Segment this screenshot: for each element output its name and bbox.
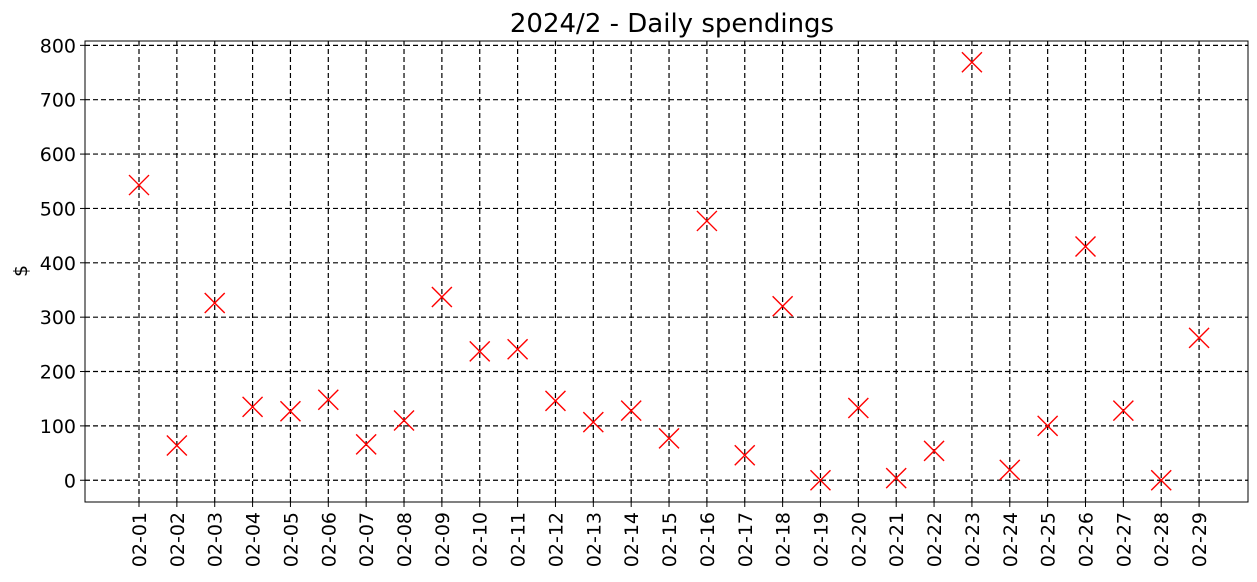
- x-tick-label: 02-04: [243, 512, 265, 567]
- data-point: [1188, 327, 1210, 349]
- data-point: [507, 338, 529, 360]
- grid-lines: [85, 41, 1248, 502]
- x-tick-labels: 02-01 02-02 02-03 02-04 02-05 02-06 02-07 02-08…: [129, 512, 1211, 567]
- y-tick-label: 300: [40, 307, 76, 329]
- data-point: [923, 440, 945, 462]
- x-tick-label: 02-23: [962, 512, 984, 567]
- y-tick-label: 600: [40, 144, 76, 166]
- data-point: [469, 340, 491, 362]
- y-tick-label: 500: [40, 198, 76, 220]
- data-point: [658, 427, 680, 449]
- data-point: [847, 397, 869, 419]
- data-point: [166, 434, 188, 456]
- data-point: [734, 444, 756, 466]
- data-point: [1150, 469, 1172, 491]
- x-tick-label: 02-02: [167, 512, 189, 567]
- x-tick-label: 02-18: [773, 512, 795, 567]
- data-point: [582, 411, 604, 433]
- data-point: [355, 433, 377, 455]
- data-point: [772, 295, 794, 317]
- data-point: [242, 396, 264, 418]
- x-tick-label: 02-26: [1076, 512, 1098, 567]
- x-tick-label: 02-21: [886, 512, 908, 567]
- data-point: [961, 51, 983, 73]
- x-tick-label: 02-12: [545, 512, 567, 567]
- x-tick-label: 02-07: [356, 512, 378, 567]
- x-tick-label: 02-29: [1189, 512, 1211, 567]
- x-tick-label: 02-13: [583, 512, 605, 567]
- x-tick-label: 02-19: [810, 512, 832, 567]
- y-tick-label: 0: [64, 470, 76, 492]
- x-tick-label: 02-06: [318, 512, 340, 567]
- x-tick-label: 02-01: [129, 512, 151, 567]
- y-tick-label: 200: [40, 362, 76, 384]
- y-tick-label: 800: [40, 35, 76, 57]
- data-point: [809, 469, 831, 491]
- x-tick-label: 02-03: [205, 512, 227, 567]
- chart-title: 2024/2 - Daily spendings: [510, 9, 834, 39]
- x-tick-label: 02-22: [924, 512, 946, 567]
- y-tick-label: 100: [40, 416, 76, 438]
- y-tick-labels: 0 100 200 300 400 500 600 700 800: [40, 35, 76, 492]
- x-tick-label: 02-25: [1038, 512, 1060, 567]
- data-point: [279, 400, 301, 422]
- x-tick-label: 02-17: [735, 512, 757, 567]
- data-point: [393, 409, 415, 431]
- x-tick-label: 02-24: [1000, 512, 1022, 567]
- data-point: [317, 389, 339, 411]
- data-points: [128, 51, 1210, 491]
- x-tick-label: 02-20: [848, 512, 870, 567]
- data-point: [431, 286, 453, 308]
- data-point: [204, 292, 226, 314]
- data-point: [885, 467, 907, 489]
- data-point: [620, 400, 642, 422]
- x-tick-label: 02-27: [1113, 512, 1135, 567]
- x-tick-label: 02-10: [470, 512, 492, 567]
- plot-area-frame: [84, 40, 1249, 503]
- y-tick-label: 700: [40, 90, 76, 112]
- axis-ticks: [80, 44, 1200, 507]
- data-point: [1075, 235, 1096, 257]
- data-point: [1037, 415, 1059, 437]
- x-tick-label: 02-11: [508, 512, 530, 567]
- x-tick-label: 02-28: [1151, 512, 1173, 567]
- y-axis-label: $: [10, 265, 32, 277]
- data-point: [999, 459, 1021, 481]
- x-tick-label: 02-15: [659, 512, 681, 567]
- x-tick-label: 02-16: [697, 512, 719, 567]
- data-point: [1112, 400, 1134, 422]
- y-tick-label: 400: [40, 253, 76, 275]
- x-tick-label: 02-08: [394, 512, 416, 567]
- x-tick-label: 02-14: [621, 512, 643, 567]
- x-tick-label: 02-05: [280, 512, 302, 567]
- data-point: [544, 390, 566, 412]
- data-point: [128, 174, 150, 196]
- data-point: [696, 210, 718, 232]
- x-tick-label: 02-09: [432, 512, 454, 567]
